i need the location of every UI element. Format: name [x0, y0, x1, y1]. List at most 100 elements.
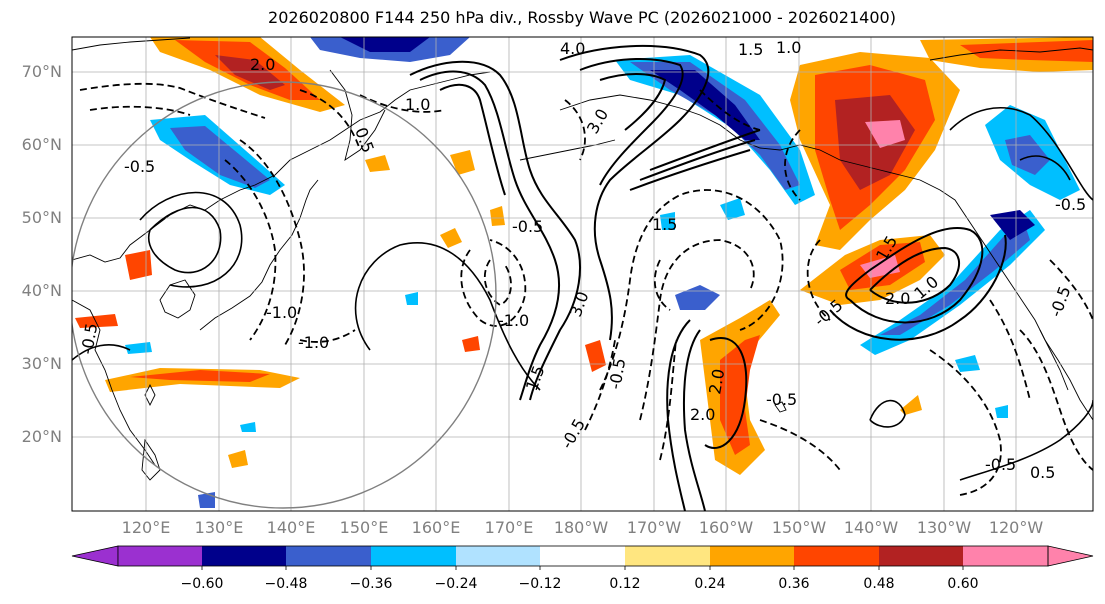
negative-contour [299, 329, 356, 343]
colorbar-label: 0.12 [609, 576, 641, 592]
negative-contour [584, 339, 616, 431]
negative-contour [659, 339, 677, 461]
contour-label: -0.5 [985, 455, 1016, 474]
contour-label: 1.5 [652, 215, 677, 234]
colorbar-bin [879, 546, 963, 566]
colorbar-label: 0.60 [947, 576, 979, 592]
positive-contour [829, 234, 1007, 341]
contour-label: 0.5 [1030, 463, 1055, 482]
colorbar-label: −0.12 [518, 576, 562, 592]
negative-contour [929, 349, 1002, 496]
positive-div-area [865, 120, 905, 148]
colorbar-bin [202, 546, 286, 566]
lat-label-30N: 30°N [21, 354, 62, 373]
positive-contour [959, 399, 1093, 481]
lon-label-150W: 150°W [771, 518, 827, 537]
colorbar-label: −0.48 [264, 576, 308, 592]
coastline-arctic [929, 47, 1093, 61]
coastline-siberia-top [72, 37, 191, 51]
lon-label-140W: 140°W [843, 518, 899, 537]
negative-div-area [660, 212, 675, 230]
map-title: 2026020800 F144 250 hPa div., Rossby Wav… [268, 8, 896, 27]
colorbar-label: −0.24 [434, 576, 478, 592]
negative-contour [359, 94, 446, 113]
positive-div-area [365, 155, 390, 172]
positive-div-area [75, 314, 118, 328]
coastline-hawaii [774, 401, 787, 413]
negative-div-area [880, 225, 1030, 335]
positive-contour [629, 129, 761, 191]
rossby-wave-contours [72, 44, 1093, 511]
positive-contour [579, 58, 684, 186]
negative-div-area [340, 37, 430, 52]
positive-contour [439, 83, 506, 196]
lon-label-160W: 160°W [698, 518, 754, 537]
lon-label-180W: 180°W [553, 518, 609, 537]
lon-label-130E: 130°E [194, 518, 244, 537]
coastline-asia [72, 71, 491, 263]
positive-div-area [450, 150, 475, 175]
lon-label-170E: 170°E [484, 518, 534, 537]
lon-label-150E: 150°E [339, 518, 389, 537]
colorbar-bin [625, 546, 710, 566]
colorbar-bin [371, 546, 456, 566]
contour-label: 4.0 [560, 39, 585, 58]
lon-label-120E: 120°E [121, 518, 171, 537]
colorbar-bin [286, 546, 371, 566]
negative-div-area [405, 292, 418, 305]
positive-contour [148, 206, 222, 274]
coastline-korea [159, 279, 196, 319]
negative-contour [224, 159, 277, 341]
colorbar-bin [710, 546, 794, 566]
negative-div-area [170, 126, 270, 188]
colorbar-extend-low [71, 545, 119, 567]
lon-label-170W: 170°W [626, 518, 682, 537]
positive-contour [419, 70, 561, 401]
positive-contour [409, 60, 581, 401]
coastline-taiwan [144, 383, 156, 407]
positive-contour [559, 44, 710, 341]
colorbar-label: 0.48 [863, 576, 895, 592]
coastline-philippines [141, 438, 161, 481]
positive-contour [139, 191, 243, 288]
positive-div-area [835, 95, 915, 190]
contour-label: 1.0 [405, 95, 430, 114]
positive-contour [666, 319, 691, 511]
contour-label: -1.0 [298, 333, 329, 352]
negative-div-area [990, 210, 1035, 240]
contour-label: 1.0 [776, 38, 801, 57]
negative-contour [564, 99, 586, 161]
lat-label-40N: 40°N [21, 281, 62, 300]
positive-contour [845, 227, 984, 324]
colorbar-label: 0.36 [778, 576, 810, 592]
negative-contour [299, 89, 361, 151]
reference-circle [72, 81, 497, 509]
negative-div-area [125, 342, 152, 354]
lat-label-60N: 60°N [21, 135, 62, 154]
negative-contour [699, 89, 761, 131]
contour-label: -0.5 [1055, 195, 1086, 214]
negative-div-area [955, 355, 980, 372]
colorbar-frame [117, 545, 1049, 567]
map-frame [71, 36, 1094, 512]
colorbar-bin [963, 546, 1048, 566]
positive-contour [72, 344, 131, 361]
positive-contour [682, 329, 706, 511]
colorbar-label: −0.60 [180, 576, 224, 592]
coastline-kamchatka [329, 69, 386, 162]
negative-contour [639, 239, 755, 421]
coastlines [72, 37, 1093, 481]
negative-contour [79, 82, 266, 119]
positive-div-area [215, 55, 285, 90]
positive-contour [1019, 155, 1071, 181]
colorbar-label: 0.24 [694, 576, 726, 592]
negative-contour [1049, 259, 1093, 321]
coastline-baja [1039, 329, 1069, 391]
divergence-shading [75, 37, 1093, 508]
contour-label: -0.5 [124, 157, 155, 176]
lat-label-20N: 20°N [21, 427, 62, 446]
contour-label: 2.0 [250, 55, 275, 74]
graticule [72, 37, 1093, 511]
negative-contour [1019, 329, 1093, 471]
